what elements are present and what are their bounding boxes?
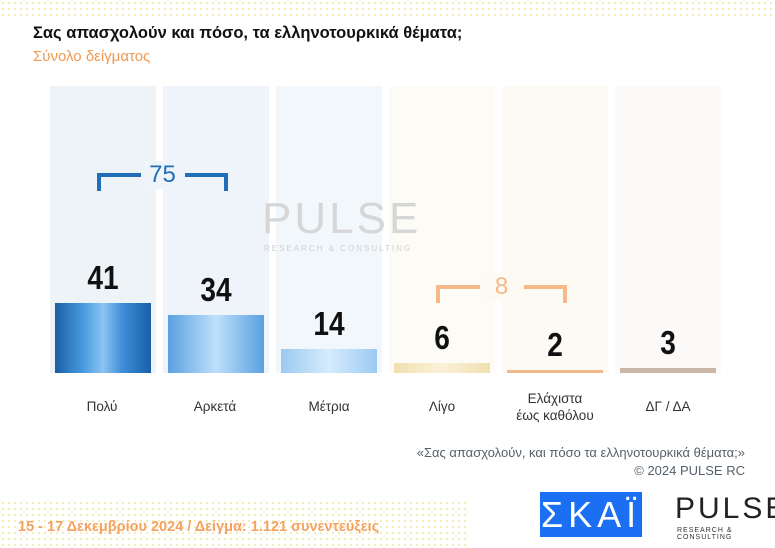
column-background	[502, 86, 608, 373]
data-label: 34	[200, 271, 232, 309]
data-label: 14	[313, 305, 345, 343]
footer-fieldwork: 15 - 17 Δεκεμβρίου 2024 / Δείγμα: 1.121 …	[18, 519, 380, 535]
column-background	[389, 86, 495, 373]
category-label: Μέτρια	[308, 399, 350, 414]
category-label: ΔΓ / ΔΑ	[645, 399, 691, 414]
dot-pattern	[0, 500, 470, 548]
column-background	[276, 86, 382, 373]
data-label: 6	[434, 318, 450, 356]
source-note: «Σας απασχολούν, και πόσο τα ελληνοτουρκ…	[417, 444, 745, 480]
category-label: Λίγο	[428, 399, 456, 414]
question-text: «Σας απασχολούν, και πόσο τα ελληνοτουρκ…	[416, 445, 745, 460]
category-label: Αρκετά	[193, 399, 237, 414]
column-background	[615, 86, 721, 373]
copyright: © 2024 PULSE RC	[634, 463, 745, 478]
label-line: Ελάχιστα	[527, 391, 583, 406]
category-label: Πολύ	[86, 399, 118, 414]
group-total: 8	[479, 273, 524, 301]
pulse-logo-sub: RESEARCH & CONSULTING	[677, 527, 733, 541]
bar	[394, 362, 490, 373]
category-label: Ελάχιστα έως καθόλου	[500, 390, 610, 424]
pulse-logo: PULSE	[675, 492, 775, 525]
data-label: 3	[660, 323, 676, 361]
group-total: 75	[140, 161, 185, 189]
dot-pattern	[0, 0, 775, 20]
chart-subtitle: Σύνολο δείγματος	[33, 48, 151, 65]
bar	[620, 367, 716, 373]
bar	[55, 303, 151, 373]
bar	[507, 369, 603, 373]
data-label: 41	[87, 259, 119, 297]
bar	[281, 349, 377, 373]
bar	[168, 315, 264, 373]
chart-title: Σας απασχολούν και πόσο, τα ελληνοτουρκι…	[33, 24, 463, 42]
skai-logo: ΣΚΑΪ	[540, 492, 642, 537]
label-line: έως καθόλου	[516, 408, 594, 423]
data-label: 2	[547, 325, 563, 363]
